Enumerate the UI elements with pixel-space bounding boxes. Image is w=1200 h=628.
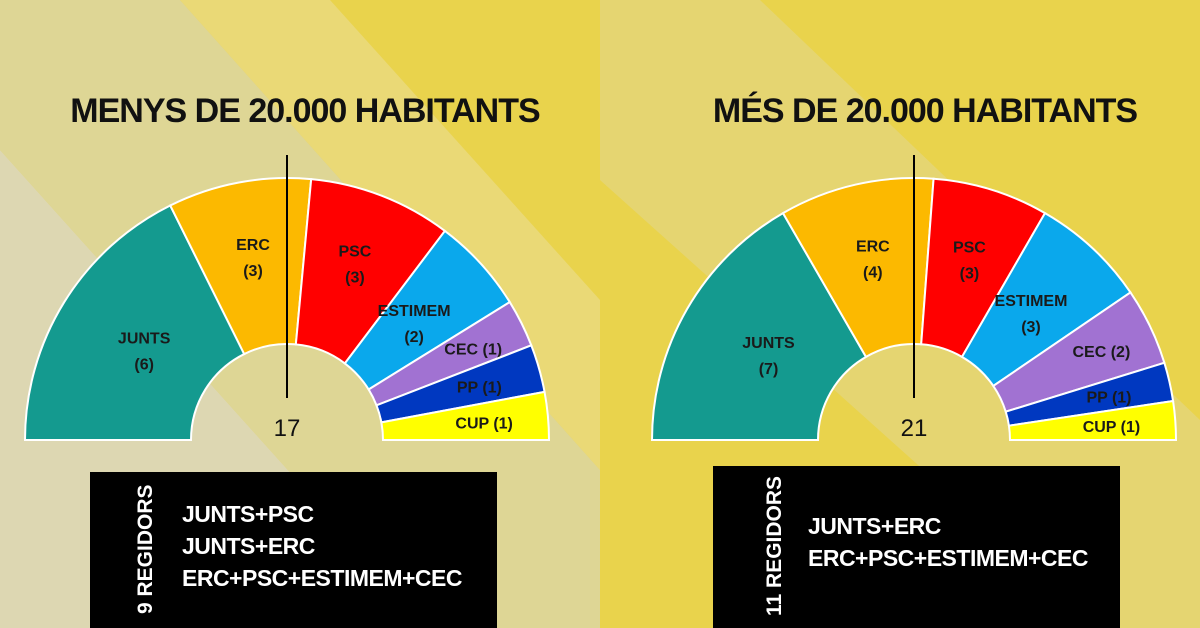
slice-label-psc: PSC	[953, 239, 986, 256]
coalition-item: ERC+PSC+ESTIMEM+CEC	[808, 545, 1089, 571]
coalitions-box-right: 11 REGIDORS JUNTS+ERC ERC+PSC+ESTIMEM+CE…	[713, 466, 1120, 628]
coalitions-list: JUNTS+ERC ERC+PSC+ESTIMEM+CEC	[808, 510, 1089, 574]
slice-label-pp: PP (1)	[1086, 389, 1131, 406]
slice-label-cec: CEC (2)	[1073, 344, 1131, 361]
slice-value-psc: (3)	[960, 265, 980, 282]
councillors-label: 11 REGIDORS	[763, 475, 786, 616]
slice-label-erc: ERC	[856, 239, 890, 256]
slice-value-junts: (6)	[134, 357, 154, 374]
slice-label-cup: CUP (1)	[1083, 419, 1141, 436]
coalition-item: JUNTS+ERC	[182, 533, 315, 559]
councillors-label: 9 REGIDORS	[134, 484, 157, 614]
coalitions-list: JUNTS+PSC JUNTS+ERC ERC+PSC+ESTIMEM+CEC	[182, 498, 463, 594]
slice-label-cup: CUP (1)	[455, 416, 513, 433]
slice-junts	[650, 211, 868, 441]
slice-value-psc: (3)	[345, 270, 365, 287]
slice-value-estimem: (2)	[404, 329, 424, 346]
slice-junts	[23, 204, 246, 441]
coalitions-box-left: 9 REGIDORS JUNTS+PSC JUNTS+ERC ERC+PSC+E…	[90, 472, 497, 628]
coalition-item: JUNTS+PSC	[182, 501, 314, 527]
slice-label-junts: JUNTS	[118, 331, 171, 348]
slice-label-psc: PSC	[338, 244, 371, 261]
coalition-item: ERC+PSC+ESTIMEM+CEC	[182, 565, 463, 591]
slice-label-pp: PP (1)	[457, 379, 502, 396]
majority-label: 21	[901, 415, 928, 442]
slice-value-erc: (4)	[863, 265, 883, 282]
chart-title-right: MÉS DE 20.000 HABITANTS	[712, 92, 1138, 130]
slice-value-junts: (7)	[759, 361, 779, 378]
slice-cup	[1007, 399, 1178, 441]
coalition-item: JUNTS+ERC	[808, 513, 941, 539]
slice-label-cec: CEC (1)	[444, 341, 502, 358]
slice-label-erc: ERC	[236, 237, 270, 254]
slice-label-junts: JUNTS	[742, 335, 795, 352]
slice-cup	[380, 390, 551, 441]
slice-value-estimem: (3)	[1021, 319, 1041, 336]
slice-label-estimem: ESTIMEM	[995, 293, 1068, 310]
slice-value-erc: (3)	[243, 263, 263, 280]
chart-title-left: MENYS DE 20.000 HABITANTS	[70, 92, 540, 130]
slice-label-estimem: ESTIMEM	[378, 303, 451, 320]
majority-label: 17	[274, 415, 301, 442]
